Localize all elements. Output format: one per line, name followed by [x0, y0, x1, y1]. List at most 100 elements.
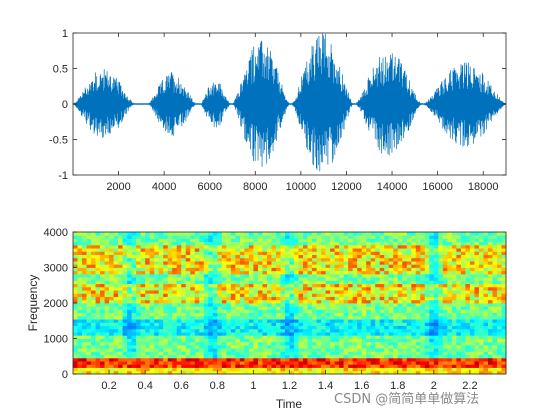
spectrogram-cell	[271, 280, 277, 285]
spectrogram-cell	[158, 303, 164, 307]
spectrogram-cell	[181, 328, 187, 333]
spectrogram-cell	[294, 348, 299, 352]
spectrogram-cell	[203, 238, 209, 243]
spectrogram-cell	[334, 319, 340, 323]
spectrogram-cell	[82, 348, 87, 352]
spectrogram-x-tick-label: 0.2	[101, 380, 116, 392]
spectrogram-cell	[217, 283, 223, 288]
spectrogram-cell	[474, 351, 480, 356]
spectrogram-cell	[456, 257, 462, 262]
spectrogram-cell	[122, 232, 128, 236]
spectrogram-cell	[275, 286, 281, 291]
spectrogram-cell	[271, 344, 277, 349]
spectrogram-cell	[185, 241, 191, 246]
spectrogram-cell	[330, 303, 335, 307]
spectrogram-cell	[149, 341, 155, 346]
spectrogram-cell	[411, 254, 417, 259]
spectrogram-cell	[239, 286, 245, 291]
spectrogram-cell	[343, 261, 349, 265]
spectrogram-cell	[303, 244, 308, 249]
spectrogram-cell	[284, 251, 290, 255]
spectrogram-cell	[131, 338, 137, 343]
spectrogram-cell	[91, 325, 96, 330]
spectrogram-cell	[140, 273, 146, 278]
spectrogram-cell	[212, 335, 218, 339]
spectrogram-cell	[208, 341, 214, 346]
spectrogram-cell	[190, 290, 196, 294]
spectrogram-cell	[469, 328, 475, 333]
spectrogram-cell	[348, 296, 354, 301]
spectrogram-cell	[366, 241, 372, 246]
spectrogram-cell	[181, 286, 187, 291]
spectrogram-cell	[271, 367, 277, 372]
spectrogram-cell	[397, 335, 403, 339]
spectrogram-cell	[136, 241, 142, 246]
spectrogram-cell	[226, 257, 232, 262]
spectrogram-cell	[212, 306, 218, 310]
spectrogram-cell	[411, 344, 417, 349]
spectrogram-cell	[131, 322, 137, 326]
spectrogram-cell	[474, 309, 480, 314]
spectrogram-cell	[253, 338, 259, 343]
spectrogram-cell	[73, 367, 78, 372]
spectrogram-cell	[424, 290, 430, 294]
spectrogram-cell	[172, 354, 178, 359]
spectrogram-cell	[149, 238, 155, 243]
spectrogram-cell	[158, 361, 164, 365]
spectrogram-cell	[366, 296, 372, 301]
spectrogram-cell	[478, 303, 484, 307]
spectrogram-cell	[221, 348, 227, 352]
spectrogram-cell	[433, 261, 439, 265]
spectrogram-cell	[271, 248, 277, 252]
spectrogram-cell	[253, 361, 259, 365]
spectrogram-cell	[185, 364, 191, 368]
spectrogram-cell	[212, 283, 218, 288]
spectrogram-cell	[271, 309, 277, 314]
spectrogram-cell	[415, 319, 421, 323]
spectrogram-cell	[415, 306, 421, 310]
spectrogram-cell	[208, 354, 214, 359]
spectrogram-cell	[230, 367, 236, 372]
spectrogram-cell	[478, 270, 484, 275]
spectrogram-cell	[357, 238, 363, 243]
spectrogram-cell	[253, 277, 259, 281]
spectrogram-cell	[199, 303, 205, 307]
spectrogram-cell	[73, 319, 78, 323]
spectrogram-cell	[325, 344, 331, 349]
spectrogram-cell	[438, 238, 444, 243]
spectrogram-cell	[316, 312, 322, 317]
spectrogram-cell	[208, 238, 214, 243]
spectrogram-cell	[348, 277, 354, 281]
spectrogram-cell	[163, 257, 169, 262]
spectrogram-cell	[239, 273, 245, 278]
spectrogram-cell	[275, 235, 281, 239]
spectrogram-cell	[321, 248, 326, 252]
spectrogram-cell	[104, 322, 110, 326]
spectrogram-cell	[487, 244, 493, 249]
spectrogram-cell	[172, 277, 178, 281]
spectrogram-cell	[109, 328, 114, 333]
spectrogram-cell	[370, 344, 376, 349]
spectrogram-cell	[167, 296, 173, 301]
spectrogram-cell	[253, 325, 259, 330]
spectrogram-cell	[158, 235, 164, 239]
spectrogram-cell	[217, 232, 223, 236]
spectrogram-cell	[321, 244, 326, 249]
spectrogram-cell	[420, 264, 426, 268]
spectrogram-cell	[118, 312, 124, 317]
spectrogram-cell	[190, 232, 196, 236]
spectrogram-cell	[483, 283, 489, 288]
spectrogram-cell	[248, 354, 254, 359]
spectrogram-cell	[478, 332, 484, 336]
spectrogram-cell	[325, 296, 331, 301]
spectrogram-cell	[172, 351, 178, 356]
spectrogram-cell	[361, 232, 367, 236]
spectrogram-cell	[492, 325, 498, 330]
spectrogram-cell	[483, 338, 489, 343]
spectrogram-cell	[217, 264, 223, 268]
spectrogram-cell	[163, 309, 169, 314]
spectrogram-cell	[370, 261, 376, 265]
spectrogram-cell	[406, 303, 412, 307]
spectrogram-cell	[104, 370, 110, 375]
spectrogram-cell	[73, 338, 78, 343]
